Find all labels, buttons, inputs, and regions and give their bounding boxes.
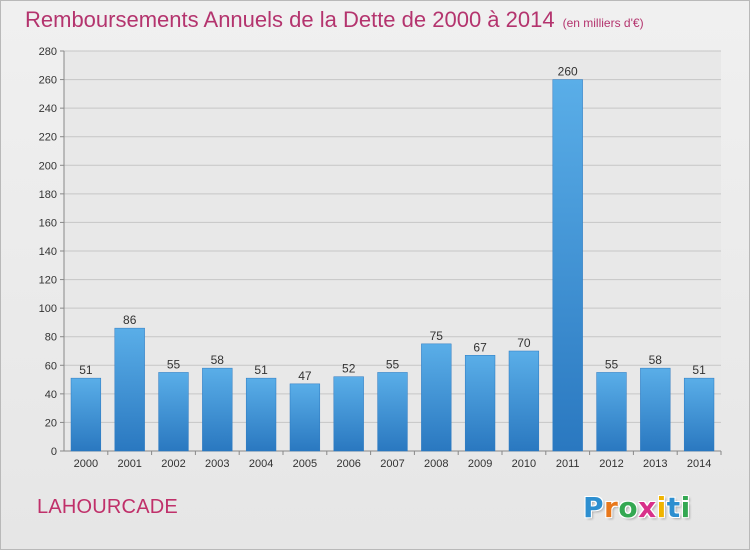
bar-2009: [464, 355, 496, 452]
y-tick-label: 120: [39, 275, 57, 287]
y-tick-label: 40: [45, 389, 57, 401]
data-label-2002: 55: [167, 357, 181, 371]
bar-2007: [377, 372, 408, 452]
bar-2011: [552, 79, 583, 452]
x-tick-label-2011: 2011: [556, 458, 580, 470]
x-tick-label-2000: 2000: [74, 458, 98, 470]
logo-letter: i: [656, 491, 667, 524]
data-label-2010: 70: [517, 336, 531, 350]
logo-letter: P: [583, 491, 605, 524]
y-tick-label: 140: [39, 246, 57, 258]
data-label-2004: 51: [254, 363, 268, 377]
bar-2001: [114, 327, 145, 452]
y-tick-label: 160: [39, 217, 57, 229]
data-label-2007: 55: [386, 357, 400, 371]
x-tick-label-2012: 2012: [599, 458, 623, 470]
data-label-2012: 55: [605, 357, 619, 371]
proxiti-logo: Proxiti: [583, 491, 691, 524]
data-label-2000: 51: [79, 363, 93, 377]
bar-2014: [683, 377, 715, 452]
logo-letter: x: [638, 491, 657, 524]
logo-letter: o: [618, 491, 639, 524]
data-label-2008: 75: [430, 329, 444, 343]
data-labels: 51 86 55 58 51 47 52 55 75 67 70 260 55 58 51: [79, 65, 706, 383]
data-label-2005: 47: [298, 369, 312, 383]
chart-title-text: Remboursements Annuels de la Dette de 20…: [25, 7, 555, 32]
x-tick-label-2013: 2013: [643, 458, 667, 470]
data-label-2001: 86: [123, 313, 137, 327]
y-tick-label: 60: [45, 360, 57, 372]
logo-letter: i: [680, 491, 691, 524]
bar-2013: [640, 367, 671, 452]
y-tick-label: 220: [39, 132, 57, 144]
x-tick-label-2004: 2004: [249, 458, 273, 470]
bar-2000: [70, 377, 102, 452]
bars: [70, 79, 715, 452]
x-tick-label-2010: 2010: [512, 458, 536, 470]
bar-2005: [289, 383, 321, 452]
y-tick-label: 180: [39, 189, 57, 201]
bar-2002: [158, 372, 189, 452]
y-tick-label: 100: [39, 303, 57, 315]
y-tick-label: 280: [39, 46, 57, 58]
bar-2008: [421, 343, 452, 452]
logo-letter: t: [666, 491, 681, 524]
x-tick-label-2001: 2001: [117, 458, 141, 470]
bar-2006: [333, 376, 364, 452]
x-tick-label-2008: 2008: [424, 458, 448, 470]
x-tick-label-2007: 2007: [380, 458, 404, 470]
x-tick-label-2014: 2014: [687, 458, 711, 470]
y-tick-labels: 0 20 40 60 80 100 120 140 160 180 200 220 240 260 280: [39, 46, 57, 458]
chart-subtitle: (en milliers d'€): [562, 16, 644, 30]
x-tick-label-2006: 2006: [336, 458, 360, 470]
y-tick-label: 240: [39, 103, 57, 115]
y-tick-label: 20: [45, 417, 57, 429]
x-tick-labels: 2000 2001 2002 2003 2004 2005 2006 2007 2008 2009…: [74, 458, 712, 470]
y-tick-label: 200: [39, 160, 57, 172]
bar-2004: [245, 377, 277, 452]
logo-letter: r: [604, 491, 619, 524]
data-label-2013: 58: [649, 353, 663, 367]
data-label-2006: 52: [342, 362, 356, 376]
bar-2003: [202, 367, 233, 452]
data-label-2003: 58: [211, 353, 225, 367]
data-label-2014: 51: [692, 363, 706, 377]
y-tick-label: 80: [45, 332, 57, 344]
x-tick-label-2002: 2002: [161, 458, 185, 470]
chart-title: Remboursements Annuels de la Dette de 20…: [25, 7, 644, 33]
bar-2010: [508, 350, 540, 452]
x-tick-label-2009: 2009: [468, 458, 492, 470]
x-tick-label-2005: 2005: [293, 458, 317, 470]
y-tick-label: 260: [39, 75, 57, 87]
data-label-2011: 260: [558, 65, 578, 79]
data-label-2009: 67: [473, 340, 487, 354]
commune-name: LAHOURCADE: [37, 496, 178, 518]
x-tick-label-2003: 2003: [205, 458, 229, 470]
y-tick-label: 0: [51, 446, 57, 458]
bar-2012: [596, 372, 627, 452]
